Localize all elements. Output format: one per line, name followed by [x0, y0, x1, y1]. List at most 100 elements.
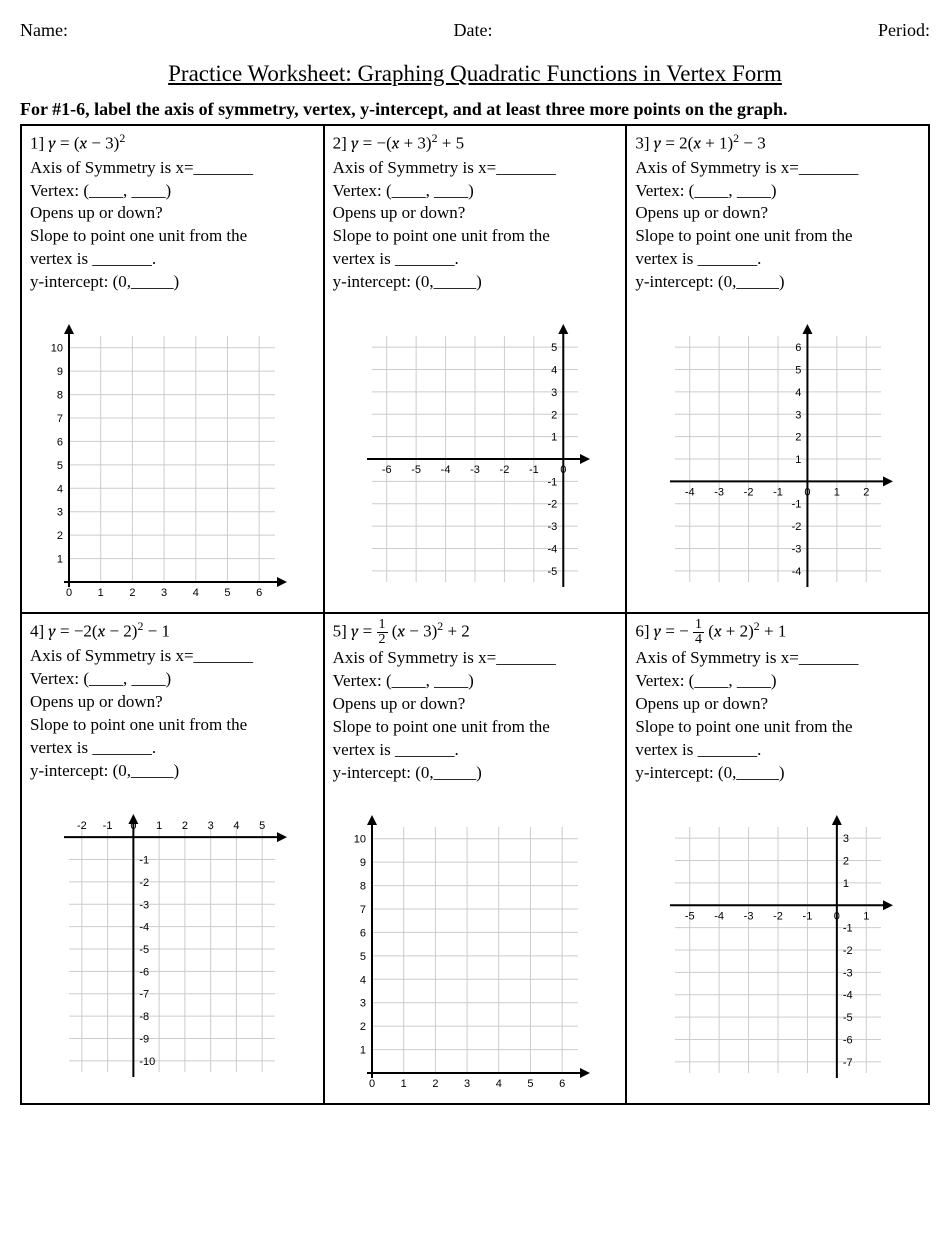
problem-cell-1: 1] y = (x − 3)2Axis of Symmetry is x=___…: [21, 125, 324, 613]
svg-text:-5: -5: [547, 566, 557, 578]
slope-prompt-2: vertex is _______.: [635, 739, 920, 762]
slope-prompt: Slope to point one unit from the: [333, 225, 618, 248]
chart-container: -2-1012345-10-9-8-7-6-5-4-3-2-1: [30, 802, 315, 1095]
svg-text:2: 2: [843, 856, 849, 868]
vertex-prompt: Vertex: (____, ____): [30, 180, 315, 203]
axis-prompt: Axis of Symmetry is x=_______: [635, 647, 920, 670]
svg-text:-2: -2: [843, 945, 853, 957]
svg-text:1: 1: [843, 878, 849, 890]
svg-text:-5: -5: [843, 1012, 853, 1024]
svg-text:3: 3: [57, 507, 63, 519]
svg-text:4: 4: [551, 365, 557, 377]
vertex-prompt: Vertex: (____, ____): [30, 668, 315, 691]
svg-text:-2: -2: [743, 487, 753, 499]
svg-text:2: 2: [863, 487, 869, 499]
yint-prompt: y-intercept: (0,_____): [30, 271, 315, 294]
svg-text:-3: -3: [743, 910, 753, 922]
svg-text:-4: -4: [441, 464, 451, 476]
coordinate-grid: -4-3-2-1012-4-3-2-1123456: [653, 314, 903, 604]
svg-text:-4: -4: [547, 544, 557, 556]
slope-prompt: Slope to point one unit from the: [635, 716, 920, 739]
svg-text:-7: -7: [140, 988, 150, 1000]
svg-text:6: 6: [559, 1078, 565, 1090]
svg-text:4: 4: [496, 1078, 502, 1090]
problem-cell-5: 5] y = 12 (x − 3)2 + 2Axis of Symmetry i…: [324, 613, 627, 1104]
svg-text:5: 5: [527, 1078, 533, 1090]
slope-prompt-2: vertex is _______.: [333, 248, 618, 271]
name-label: Name:: [20, 20, 68, 41]
svg-text:-4: -4: [714, 910, 724, 922]
svg-text:5: 5: [259, 820, 265, 832]
svg-text:10: 10: [51, 343, 63, 355]
vertex-prompt: Vertex: (____, ____): [635, 670, 920, 693]
problem-text: 3] y = 2(x + 1)2 − 3Axis of Symmetry is …: [635, 130, 920, 294]
equation: 2] y = −(x + 3)2 + 5: [333, 130, 618, 157]
axis-prompt: Axis of Symmetry is x=_______: [333, 647, 618, 670]
yint-prompt: y-intercept: (0,_____): [333, 762, 618, 785]
svg-text:1: 1: [401, 1078, 407, 1090]
slope-prompt: Slope to point one unit from the: [30, 714, 315, 737]
svg-text:6: 6: [360, 928, 366, 940]
svg-text:4: 4: [234, 820, 240, 832]
svg-text:2: 2: [130, 587, 136, 599]
equation: 6] y = − 14 (x + 2)2 + 1: [635, 618, 920, 647]
svg-text:-1: -1: [103, 820, 113, 832]
svg-text:2: 2: [551, 409, 557, 421]
svg-text:-1: -1: [843, 923, 853, 935]
period-label: Period:: [878, 20, 930, 41]
svg-text:6: 6: [256, 587, 262, 599]
svg-text:-1: -1: [773, 487, 783, 499]
opens-prompt: Opens up or down?: [635, 202, 920, 225]
svg-text:-4: -4: [791, 566, 801, 578]
opens-prompt: Opens up or down?: [333, 693, 618, 716]
svg-text:6: 6: [795, 342, 801, 354]
svg-text:-2: -2: [140, 877, 150, 889]
problem-cell-4: 4] y = −2(x − 2)2 − 1Axis of Symmetry is…: [21, 613, 324, 1104]
svg-text:-4: -4: [684, 487, 694, 499]
svg-text:2: 2: [432, 1078, 438, 1090]
svg-text:-3: -3: [714, 487, 724, 499]
svg-text:5: 5: [225, 587, 231, 599]
svg-text:9: 9: [360, 857, 366, 869]
equation: 1] y = (x − 3)2: [30, 130, 315, 157]
svg-text:-3: -3: [470, 464, 480, 476]
coordinate-grid: -6-5-4-3-2-10-5-4-3-2-112345: [350, 314, 600, 604]
svg-text:-5: -5: [684, 910, 694, 922]
svg-text:-9: -9: [140, 1033, 150, 1045]
chart-container: -4-3-2-1012-4-3-2-1123456: [635, 314, 920, 604]
svg-text:-6: -6: [382, 464, 392, 476]
vertex-prompt: Vertex: (____, ____): [333, 670, 618, 693]
svg-text:2: 2: [57, 530, 63, 542]
svg-text:-1: -1: [547, 477, 557, 489]
svg-text:1: 1: [551, 432, 557, 444]
coordinate-grid: -5-4-3-2-101-7-6-5-4-3-2-1123: [653, 805, 903, 1095]
coordinate-grid: 012345612345678910: [47, 314, 297, 604]
slope-prompt-2: vertex is _______.: [30, 737, 315, 760]
svg-text:3: 3: [464, 1078, 470, 1090]
svg-text:3: 3: [161, 587, 167, 599]
svg-text:-2: -2: [773, 910, 783, 922]
opens-prompt: Opens up or down?: [635, 693, 920, 716]
vertex-prompt: Vertex: (____, ____): [635, 180, 920, 203]
svg-text:0: 0: [66, 587, 72, 599]
svg-text:8: 8: [360, 881, 366, 893]
axis-prompt: Axis of Symmetry is x=_______: [333, 157, 618, 180]
axis-prompt: Axis of Symmetry is x=_______: [30, 645, 315, 668]
header-row: Name: Date: Period:: [20, 20, 930, 41]
svg-text:8: 8: [57, 390, 63, 402]
equation: 5] y = 12 (x − 3)2 + 2: [333, 618, 618, 647]
problem-cell-2: 2] y = −(x + 3)2 + 5Axis of Symmetry is …: [324, 125, 627, 613]
yint-prompt: y-intercept: (0,_____): [30, 760, 315, 783]
svg-text:5: 5: [360, 951, 366, 963]
svg-text:-2: -2: [547, 499, 557, 511]
instructions: For #1-6, label the axis of symmetry, ve…: [20, 99, 930, 120]
yint-prompt: y-intercept: (0,_____): [635, 271, 920, 294]
svg-text:-2: -2: [791, 521, 801, 533]
svg-text:3: 3: [795, 409, 801, 421]
svg-text:1: 1: [98, 587, 104, 599]
svg-text:1: 1: [863, 910, 869, 922]
problem-cell-6: 6] y = − 14 (x + 2)2 + 1Axis of Symmetry…: [626, 613, 929, 1104]
svg-text:-3: -3: [140, 899, 150, 911]
svg-text:2: 2: [360, 1021, 366, 1033]
svg-text:7: 7: [57, 413, 63, 425]
